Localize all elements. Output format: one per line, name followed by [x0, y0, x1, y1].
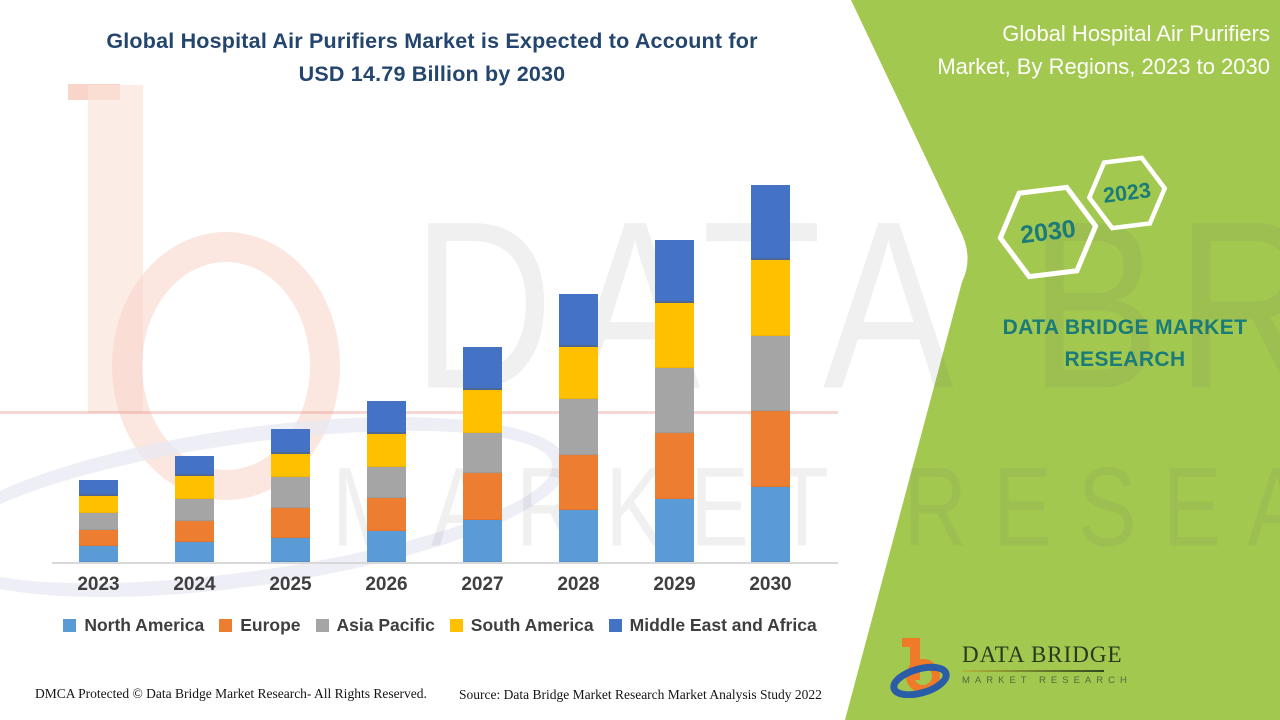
bar-segment-2025-middle-east-and-africa: [271, 428, 310, 455]
bar-segment-2023-south-america: [79, 495, 118, 513]
bar-segment-2025-south-america: [271, 454, 310, 478]
side-panel-title-line1: Global Hospital Air Purifiers: [1002, 21, 1270, 46]
brand-caps-line2: RESEARCH: [1064, 348, 1186, 371]
legend-label: Europe: [240, 615, 301, 635]
x-axis-label-2023: 2023: [77, 574, 120, 595]
bar-segment-2027-middle-east-and-africa: [463, 346, 502, 390]
bar-segment-2024-north-america: [175, 541, 214, 562]
x-axis-label-2026: 2026: [365, 574, 408, 595]
side-panel-title: Global Hospital Air Purifiers Market, By…: [880, 17, 1270, 83]
brand-caps: DATA BRIDGE MARKET RESEARCH: [1000, 312, 1250, 376]
legend-item-north-america: North America: [63, 615, 204, 636]
stacked-bar-2025: [271, 428, 310, 562]
bar-segment-2028-asia-pacific: [559, 399, 598, 455]
bar-segment-2028-south-america: [559, 346, 598, 400]
bar-segment-2024-south-america: [175, 476, 214, 499]
stacked-bar-2027: [463, 346, 502, 562]
footer-source-text: Source: Data Bridge Market Research Mark…: [459, 687, 822, 702]
legend-label: North America: [84, 615, 205, 635]
bar-segment-2029-south-america: [655, 302, 694, 368]
bar-segment-2026-asia-pacific: [367, 466, 406, 499]
stacked-bar-2030: [751, 184, 790, 562]
legend-label: Middle East and Africa: [629, 615, 817, 635]
bar-segment-2030-south-america: [751, 260, 790, 336]
stacked-bar-2029: [655, 240, 694, 562]
bar-segment-2029-asia-pacific: [655, 367, 694, 433]
footer-dmca-text: DMCA Protected © Data Bridge Market Rese…: [35, 686, 427, 701]
legend: North America Europe Asia Pacific South Ame…: [40, 615, 840, 636]
bar-segment-2030-asia-pacific: [751, 335, 790, 411]
brand-caps-line1: DATA BRIDGE MARKET: [1002, 316, 1248, 339]
bar-segment-2026-south-america: [367, 434, 406, 467]
legend-item-asia-pacific: Asia Pacific: [315, 615, 435, 636]
bar-segment-2027-asia-pacific: [463, 432, 502, 474]
x-axis-label-2024: 2024: [173, 574, 216, 595]
footer-logo-title: DATA BRIDGE: [962, 642, 1123, 667]
hexagon-2023-label: 2023: [1102, 178, 1152, 208]
bar-segment-2023-north-america: [79, 545, 118, 562]
bar-segment-2028-europe: [559, 454, 598, 510]
x-axis-label-2025: 2025: [269, 574, 312, 595]
stacked-bar-2028: [559, 294, 598, 562]
bar-segment-2027-europe: [463, 473, 502, 521]
footer-logo-rule: [962, 670, 1104, 672]
bar-segment-2024-middle-east-and-africa: [175, 456, 214, 477]
bar-segment-2026-middle-east-and-africa: [367, 401, 406, 435]
legend-label: South America: [470, 615, 594, 635]
bar-segment-2025-north-america: [271, 537, 310, 562]
legend-marker: [219, 619, 233, 632]
bar-segment-2023-europe: [79, 529, 118, 546]
x-axis-label-2027: 2027: [461, 574, 504, 595]
bar-segment-2026-north-america: [367, 530, 406, 562]
bar-segment-2030-north-america: [751, 487, 790, 562]
x-axis-label-2028: 2028: [557, 574, 600, 595]
chart-title: Global Hospital Air Purifiers Market is …: [72, 25, 792, 91]
bar-segment-2027-north-america: [463, 520, 502, 562]
bar-segment-2029-europe: [655, 432, 694, 500]
x-axis-line: [52, 562, 838, 564]
footer-logo-subtitle: MARKET RESEARCH: [962, 675, 1132, 686]
bar-segment-2030-europe: [751, 410, 790, 488]
data-bridge-logo-icon: [890, 638, 950, 698]
bar-segment-2028-north-america: [559, 509, 598, 562]
legend-marker: [608, 619, 622, 632]
legend-item-south-america: South America: [449, 615, 594, 636]
chart-title-line2: USD 14.79 Billion by 2030: [298, 62, 566, 86]
legend-marker: [315, 619, 329, 632]
bar-segment-2024-europe: [175, 520, 214, 542]
chart-title-line1: Global Hospital Air Purifiers Market is …: [106, 29, 758, 53]
stacked-bar-2024: [175, 456, 214, 562]
stacked-bar-2023: [79, 480, 118, 562]
legend-label: Asia Pacific: [336, 615, 435, 635]
legend-marker: [449, 619, 463, 632]
side-panel-title-line2: Market, By Regions, 2023 to 2030: [937, 54, 1270, 79]
footer-logo: DATA BRIDGE MARKET RESEARCH: [890, 634, 1132, 698]
bar-segment-2025-europe: [271, 507, 310, 538]
bar-segment-2027-south-america: [463, 389, 502, 433]
year-hexagon-badges: 2030 2023: [997, 155, 1168, 280]
legend-item-middle-east-and-africa: Middle East and Africa: [608, 615, 817, 636]
hexagon-2030: 2030: [997, 184, 1099, 280]
bar-segment-2028-middle-east-and-africa: [559, 294, 598, 347]
x-axis-label-2030: 2030: [749, 574, 792, 595]
bar-segment-2030-middle-east-and-africa: [751, 184, 790, 261]
bar-segment-2024-asia-pacific: [175, 498, 214, 521]
x-axis-label-2029: 2029: [653, 574, 696, 595]
hexagon-2023: 2023: [1086, 155, 1168, 231]
bar-segment-2026-europe: [367, 498, 406, 531]
bar-segment-2023-asia-pacific: [79, 512, 118, 530]
legend-marker: [63, 619, 77, 632]
hexagon-2030-label: 2030: [1019, 215, 1078, 250]
bar-segment-2029-middle-east-and-africa: [655, 240, 694, 303]
bar-segment-2029-north-america: [655, 499, 694, 562]
plot-area: 2023 2024 2025 2026 2027 2028 2029 2030: [77, 184, 792, 595]
legend-item-europe: Europe: [219, 615, 301, 636]
bar-segment-2025-asia-pacific: [271, 477, 310, 508]
stacked-bar-2026: [367, 401, 406, 562]
bar-segment-2023-middle-east-and-africa: [79, 480, 118, 496]
footer-logo-text: DATA BRIDGE MARKET RESEARCH: [962, 642, 1132, 686]
